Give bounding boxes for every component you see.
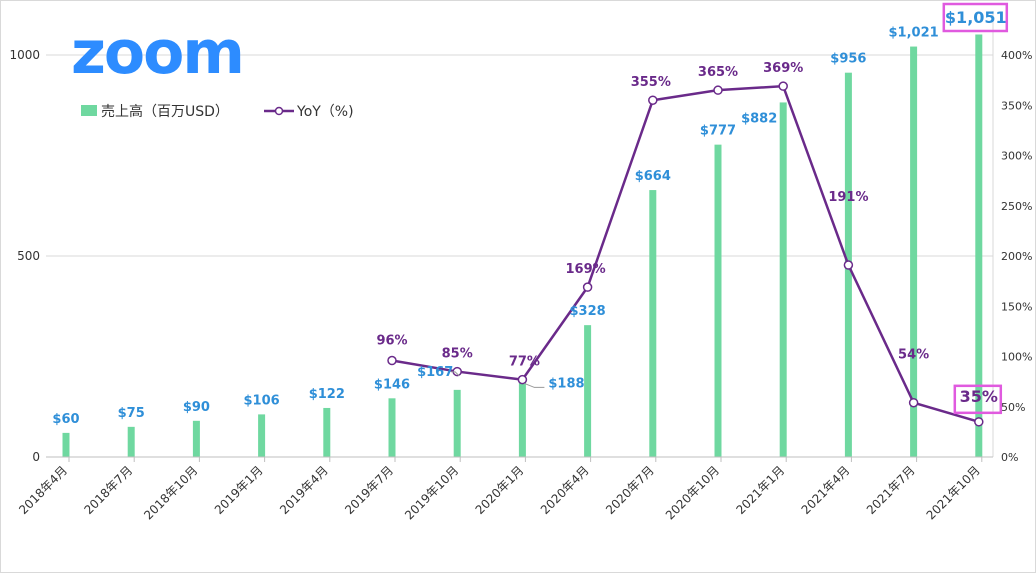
yoy-line-series [387,81,984,427]
yoy-value-label: 191% [828,190,868,205]
yoy-point [778,81,788,91]
yoy-point [387,355,397,366]
bar [649,190,657,457]
bar [388,398,396,457]
y-right-tick-label: 50% [1001,401,1025,414]
yoy-point [908,397,919,408]
y-left-tick-label: 500 [17,249,40,263]
bar [975,34,983,458]
y-right-tick-label: 0% [1001,451,1018,464]
legend-bar-label: 売上高（百万USD） [101,103,229,120]
y-right-tick-label: 150% [1001,300,1032,313]
data-labels: $60 $75 $90 $106 $122 $146 $167 $188 $328 $664 $77… [52,8,1006,427]
yoy-value-label: 355% [631,75,671,90]
bar [62,432,70,457]
bar-value-label: $167 [417,365,453,380]
bar-value-label: $882 [741,111,777,126]
legend: 売上高（百万USD） YoY（%) [81,103,354,120]
x-tick-label: 2020年10月 [663,463,722,522]
highlight-boxes [942,2,1009,415]
logo-text: zoom [71,18,243,88]
x-tick-label: 2019年7月 [342,463,396,517]
x-tick-label: 2018年10月 [141,463,200,522]
y-left-tick-label: 0 [32,450,40,464]
x-tick-label: 2018年4月 [16,463,70,517]
yoy-point [843,260,854,270]
bar [714,144,722,457]
x-tick-label: 2018年7月 [81,463,135,517]
y-right-tick-label: 200% [1001,250,1032,263]
yoy-value-label: 96% [376,334,407,349]
yoy-point [713,85,723,95]
x-tick-label: 2019年1月 [212,463,266,517]
x-tick-label: 2021年10月 [924,463,983,522]
y-right-tick-label: 350% [1001,99,1032,112]
highlight-box-yoy [953,384,1003,415]
y-right-tick-label: 250% [1001,200,1032,213]
bar [910,46,918,458]
bar-value-label: $664 [635,169,671,184]
x-tick-label: 2020年1月 [473,463,527,517]
x-tick-label: 2021年1月 [733,463,787,517]
x-tick-label: 2020年7月 [603,463,657,517]
y-axis-left: 0 500 1000 [9,48,40,464]
bar-value-label: $1,051 [945,8,1007,27]
y-left-tick-label: 1000 [9,48,40,62]
zoom-logo: zoom [71,18,245,88]
bar [518,381,526,457]
x-tick-label: 2019年4月 [277,463,331,517]
yoy-point [974,417,984,427]
y-right-tick-label: 300% [1001,150,1032,163]
yoy-value-label: 54% [898,348,929,363]
yoy-value-label: 35% [960,387,998,406]
bar-value-label: $188 [548,376,584,391]
highlight-box-revenue [942,2,1009,33]
bar-value-label: $146 [374,377,410,392]
x-tick-label: 2020年4月 [538,463,592,517]
bar-value-label: $90 [183,400,210,415]
leader-line [451,371,460,377]
bar-series [62,34,983,458]
yoy-value-label: 369% [763,61,803,76]
y-axis-right: 0% 50% 100% 150% 200% 250% 300% 350% 400% [992,11,1032,464]
bar [323,407,331,457]
bar-value-label: $75 [118,406,145,421]
yoy-line [391,84,980,424]
bar-value-label: $60 [52,412,79,427]
bar [453,389,461,457]
y-right-tick-label: 400% [1001,49,1032,62]
bar [779,102,787,457]
bar [584,325,592,457]
bar [127,426,135,457]
y-right-tick-label: 100% [1001,351,1032,364]
yoy-value-label: 77% [509,355,540,370]
yoy-point [648,95,658,105]
x-tick-label: 2021年7月 [864,463,918,517]
bar-value-label: $106 [244,393,280,408]
legend-line-marker [274,106,284,116]
yoy-point [517,374,528,385]
legend-bar-swatch [81,105,97,116]
yoy-point [582,282,593,292]
yoy-value-label: 365% [698,65,738,80]
yoy-value-label: 85% [442,347,473,362]
bar-value-label: $956 [830,52,866,67]
bar-value-label: $777 [700,124,736,139]
leader-line [524,382,545,388]
legend-line-label: YoY（%) [296,104,354,120]
x-tick-label: 2021年4月 [799,463,853,517]
bar-value-label: $328 [570,304,606,319]
x-tick-label: 2019年10月 [402,463,461,522]
bar-value-label: $122 [309,387,345,402]
bar [258,414,266,457]
x-axis: 2018年4月 2018年7月 2018年10月 2019年1月 2019年4月 2019… [16,456,993,522]
bar-value-label: $1,021 [889,26,939,41]
bar [192,420,200,457]
yoy-value-label: 169% [566,262,606,277]
